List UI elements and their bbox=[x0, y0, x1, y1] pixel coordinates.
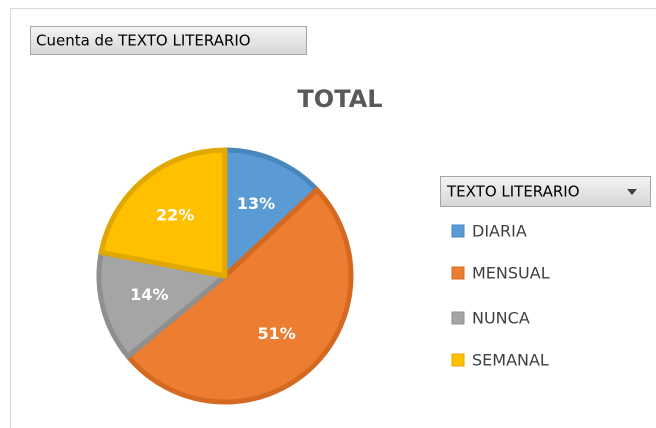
legend-swatch bbox=[451, 266, 465, 280]
legend-label: SEMANAL bbox=[472, 351, 549, 370]
legend-swatch bbox=[451, 311, 465, 325]
field-button[interactable] bbox=[30, 26, 307, 55]
legend-swatch bbox=[451, 353, 465, 367]
chart-title: TOTAL bbox=[297, 85, 382, 113]
legend-label: NUNCA bbox=[472, 309, 530, 328]
field-button-label: Cuenta de TEXTO LITERARIO bbox=[36, 32, 251, 50]
legend-field-button[interactable] bbox=[440, 176, 651, 207]
data-label: 13% bbox=[237, 194, 275, 213]
data-label: 14% bbox=[130, 285, 168, 304]
data-label: 51% bbox=[258, 324, 296, 343]
pie-slice bbox=[98, 147, 228, 279]
pie-slice bbox=[222, 147, 320, 279]
pie-slice bbox=[125, 187, 354, 405]
legend-swatch bbox=[451, 224, 465, 238]
legend-title: TEXTO LITERARIO bbox=[446, 183, 580, 201]
legend-label: DIARIA bbox=[472, 222, 527, 241]
legend-label: MENSUAL bbox=[472, 264, 550, 283]
data-label: 22% bbox=[156, 205, 194, 224]
dropdown-arrow bbox=[627, 189, 637, 195]
pie-slice bbox=[96, 249, 228, 359]
